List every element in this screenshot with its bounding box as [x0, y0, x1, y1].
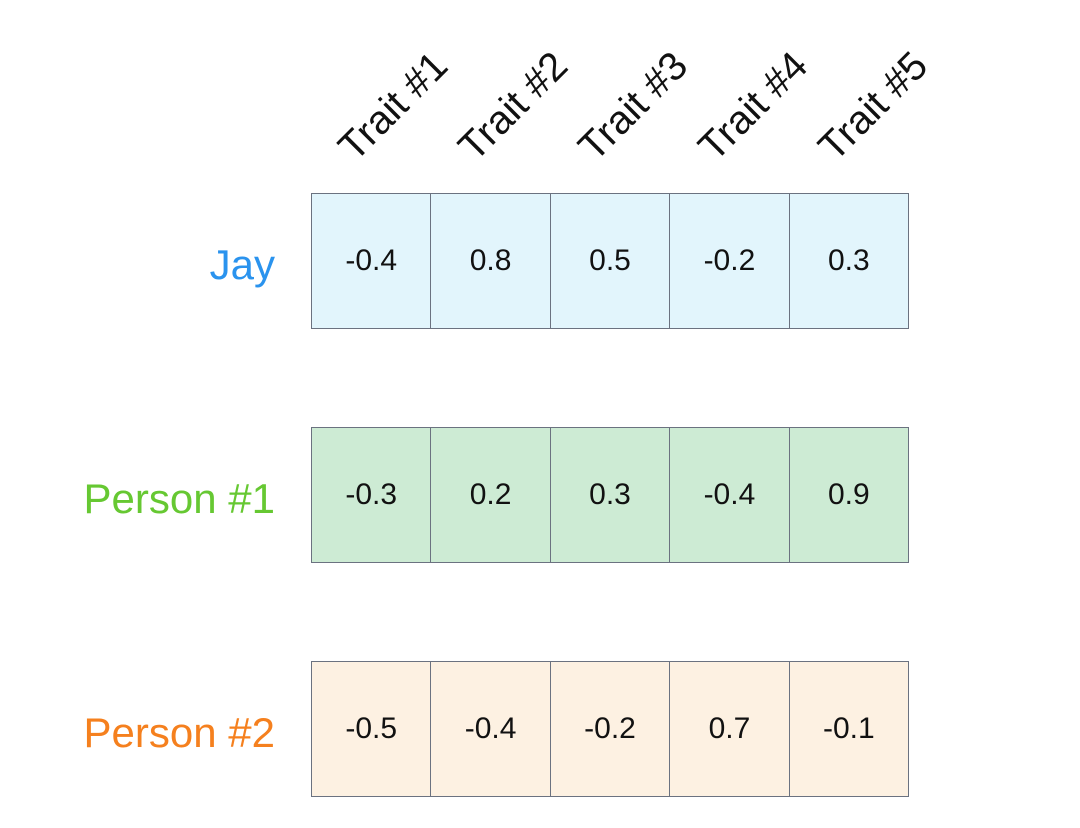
row-label-jay: Jay: [209, 241, 275, 288]
vector-cell: -0.2: [551, 662, 671, 796]
vector-cell: 0.3: [827, 244, 870, 277]
vector-cell: -0.1: [822, 712, 875, 745]
trait-header: Trait #4: [690, 43, 817, 170]
vector-cell: -0.2: [670, 194, 790, 328]
trait-header: Trait #1: [330, 43, 457, 170]
vector-cell: -0.4: [431, 662, 551, 796]
vector-row-person-2: -0.5 -0.4 -0.2 0.7 -0.1: [311, 661, 909, 797]
vector-cell: -0.4: [312, 194, 432, 328]
vector-cell: 0.5: [551, 194, 671, 328]
vector-cell: 0.8: [431, 194, 551, 328]
trait-header: Trait #5: [810, 43, 937, 170]
vector-cell: -0.4: [670, 428, 790, 562]
row-label-person-1: Person #1: [83, 475, 275, 522]
row-label-person-2: Person #2: [83, 709, 275, 756]
vector-cell: 0.2: [431, 428, 551, 562]
trait-header: Trait #2: [450, 43, 577, 170]
vector-cell: 0.3: [551, 428, 671, 562]
vector-cell: 0.9: [827, 478, 870, 511]
vector-cell: -0.3: [312, 428, 432, 562]
vector-row-jay: -0.4 0.8 0.5 -0.2 0.3: [311, 193, 909, 329]
vector-cell: -0.5: [312, 662, 432, 796]
vector-cell: 0.7: [670, 662, 790, 796]
trait-header: Trait #3: [570, 43, 697, 170]
vector-row-person-1: -0.3 0.2 0.3 -0.4 0.9: [311, 427, 909, 563]
